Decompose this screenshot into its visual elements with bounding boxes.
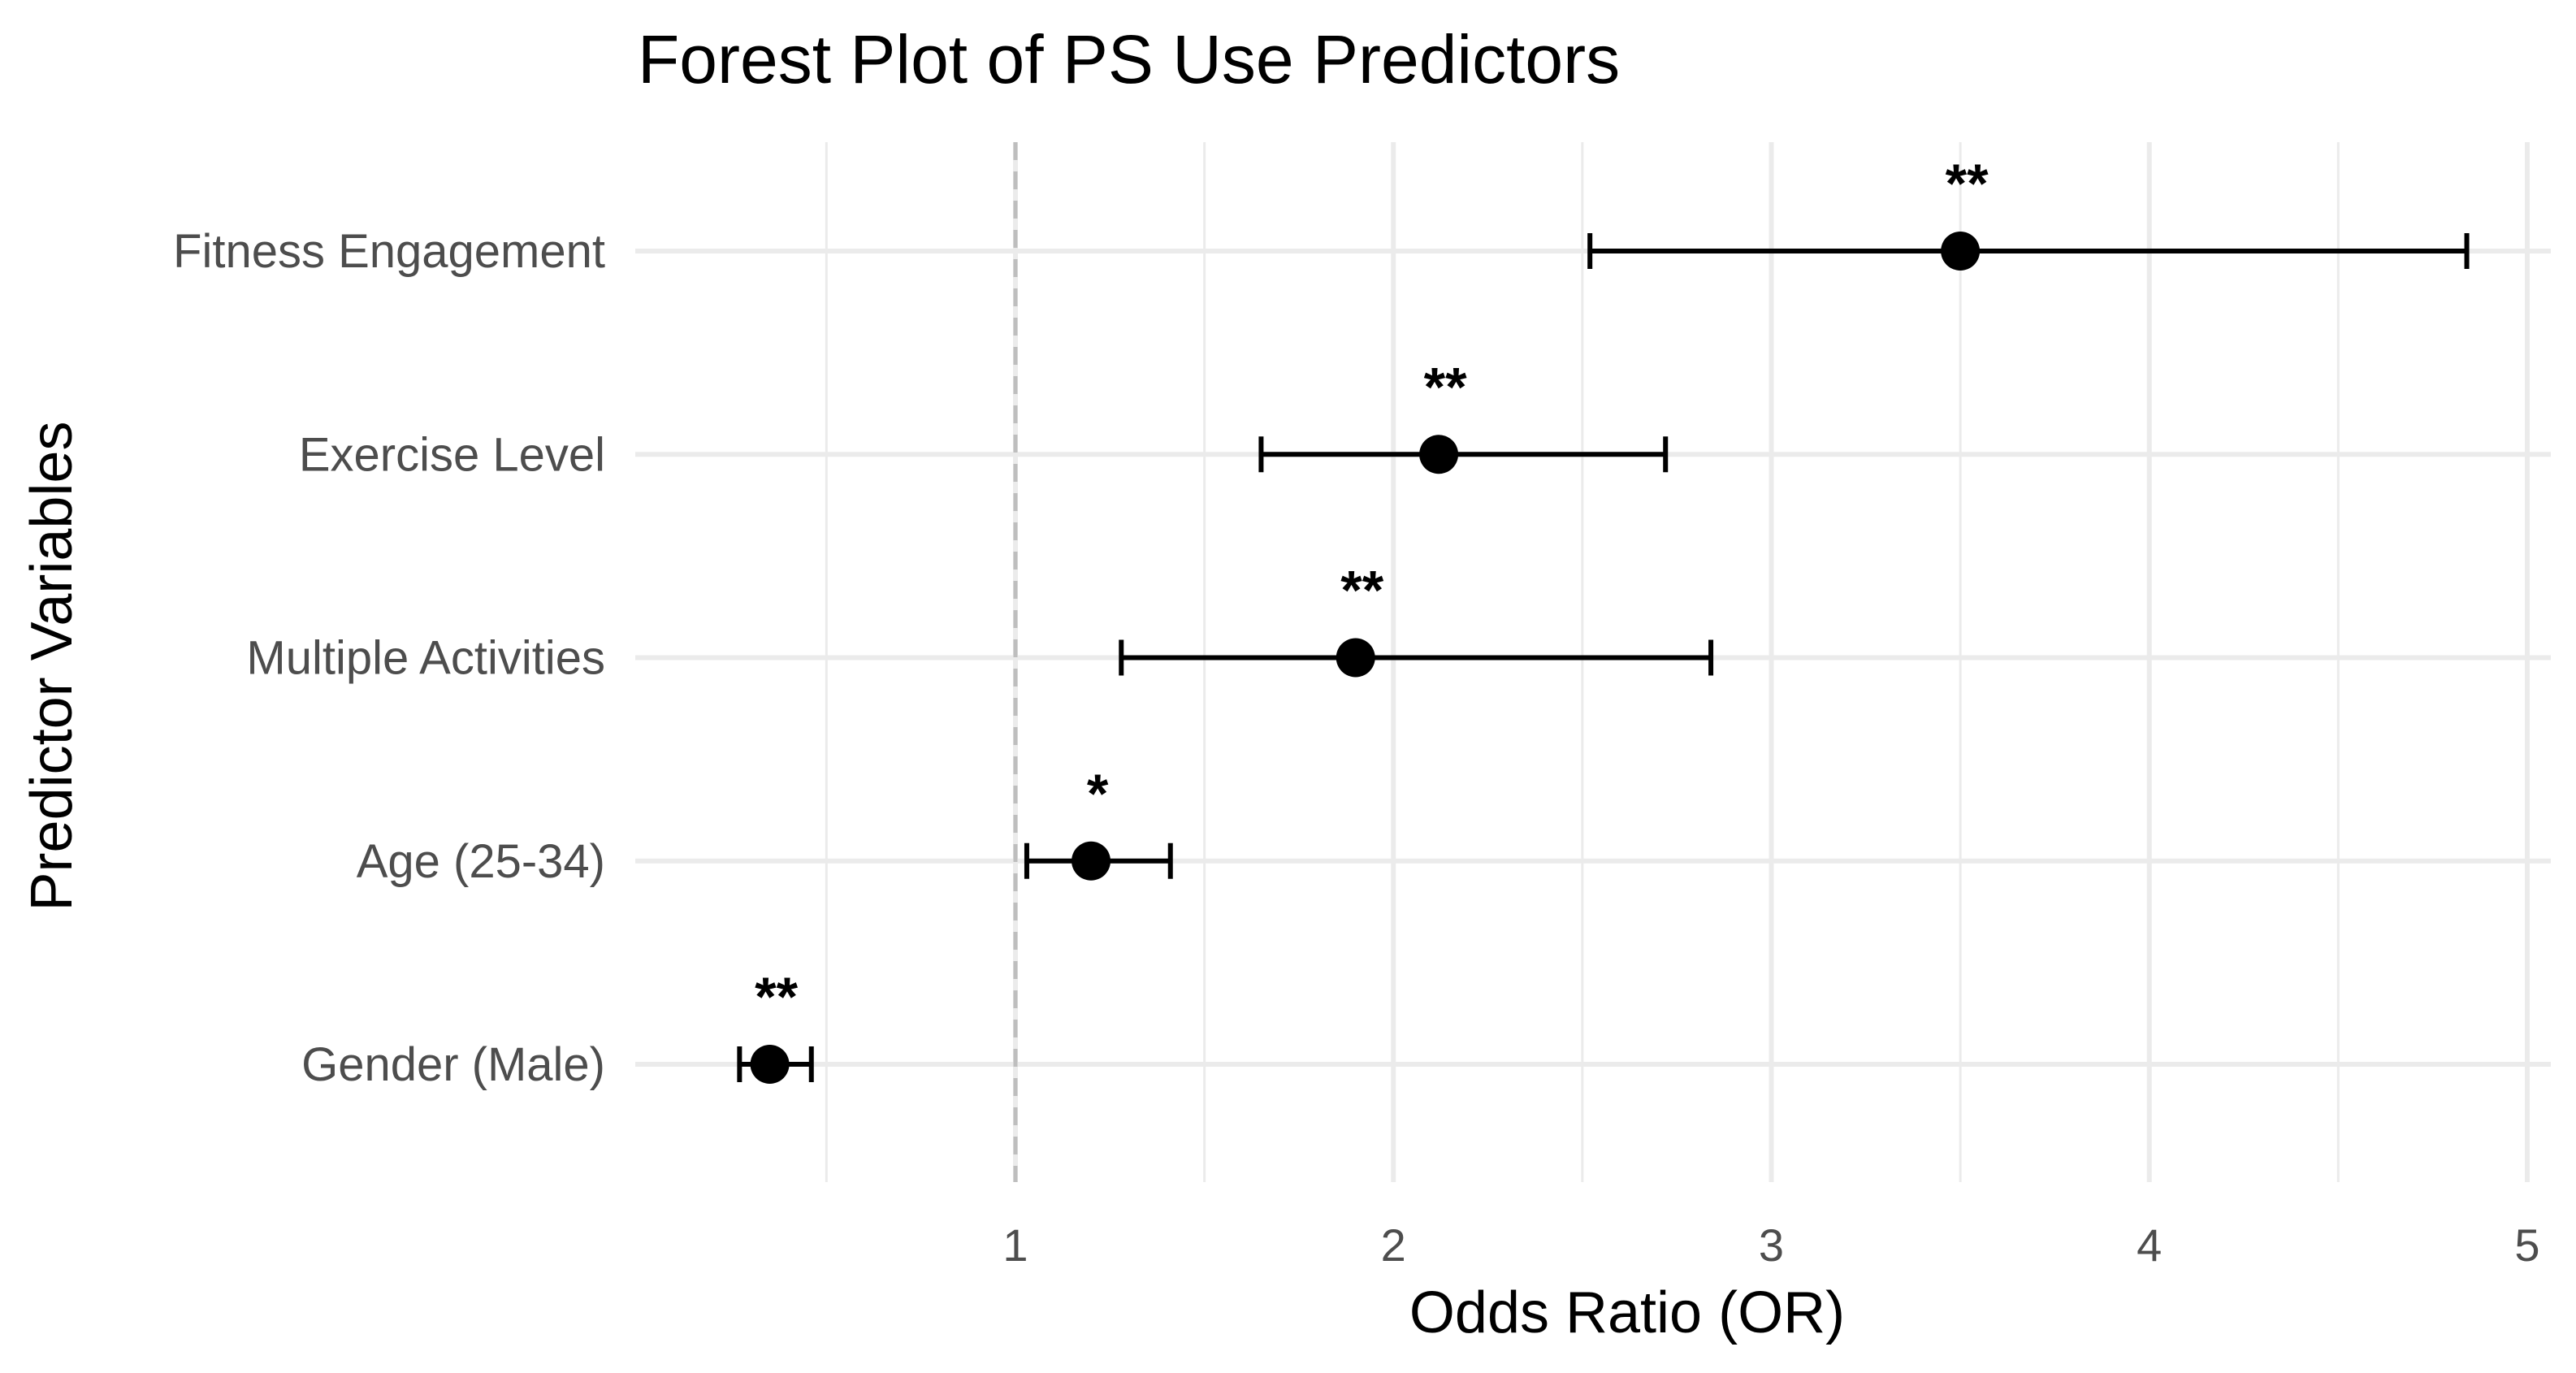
odds-ratio-point — [750, 1045, 790, 1084]
x-tick-label: 4 — [2137, 1219, 2162, 1271]
y-tick-label: Multiple Activities — [246, 632, 605, 685]
labels-layer: 1 2 3 4 5 Fitness Engagement ** Exercise Level *… — [173, 153, 2540, 1271]
significance-marker: ** — [1340, 560, 1383, 622]
significance-marker: * — [1087, 763, 1109, 825]
significance-marker: ** — [755, 966, 798, 1028]
y-axis-title: Predictor Variables — [19, 422, 84, 912]
x-tick-label: 1 — [1002, 1219, 1028, 1271]
chart-title: Forest Plot of PS Use Predictors — [638, 21, 1620, 97]
y-tick-label: Fitness Engagement — [173, 225, 605, 278]
y-tick-label: Age (25-34) — [357, 835, 605, 888]
significance-marker: ** — [1424, 356, 1467, 418]
y-tick-label: Exercise Level — [299, 428, 605, 481]
x-tick-label: 5 — [2514, 1219, 2539, 1271]
odds-ratio-point — [1419, 435, 1459, 474]
y-tick-label: Gender (Male) — [301, 1038, 605, 1091]
x-axis-title: Odds Ratio (OR) — [1409, 1280, 1845, 1345]
significance-marker: ** — [1946, 153, 1989, 214]
odds-ratio-point — [1072, 841, 1111, 881]
x-tick-label: 3 — [1759, 1219, 1784, 1271]
odds-ratio-point — [1941, 232, 1981, 271]
marks-layer — [737, 232, 2470, 1084]
odds-ratio-point — [1336, 638, 1375, 678]
x-tick-label: 2 — [1381, 1219, 1406, 1271]
